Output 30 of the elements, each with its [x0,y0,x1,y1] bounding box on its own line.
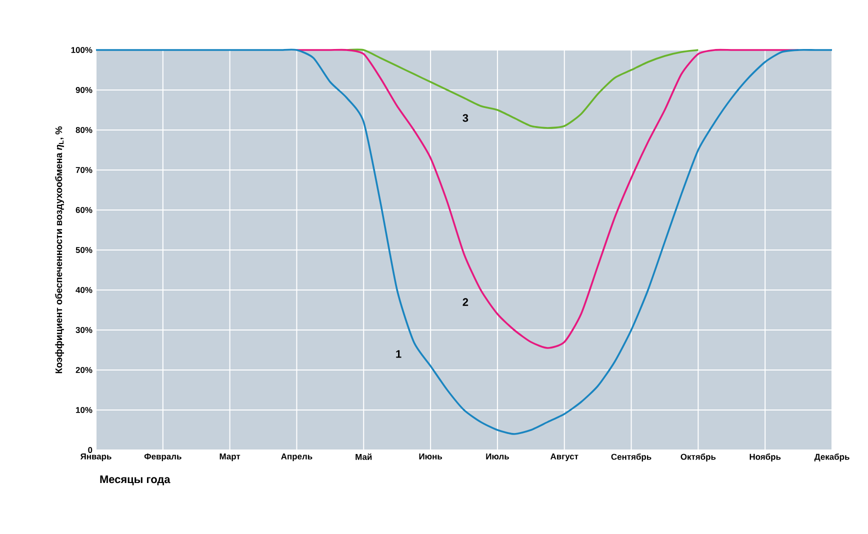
y-tick-label: 40% [76,287,92,293]
x-tick-label: Сентябрь [611,454,652,462]
line-series [346,48,700,129]
x-tick-label: Июль [486,454,509,460]
x-tick-label: Декабрь [814,454,850,462]
series-label: 3 [462,114,468,122]
x-tick-label: Июнь [419,454,442,460]
x-tick-label: Май [356,454,372,460]
line-series [95,48,833,435]
y-tick-label: 70% [76,167,92,173]
y-tick-label: 100% [71,47,92,53]
y-tick-label: 10% [76,407,92,413]
series-label: 1 [396,350,402,358]
y-tick-label: 30% [76,327,92,333]
y-tick-label: 0 [88,447,92,453]
x-tick-label: Март [220,454,240,462]
x-tick-label: Август [550,454,578,462]
x-tick-label: Октябрь [680,454,716,462]
series-label: 2 [462,298,468,306]
y-tick-label: 80% [76,127,92,133]
y-axis-title: Коэффициент обеспеченности воздухообмена η$_{L}$, % [55,126,64,374]
x-tick-label: Апрель [281,454,312,462]
y-tick-label: 50% [76,247,92,253]
y-tick-label: 20% [76,367,92,373]
y-tick-label: 60% [76,207,92,213]
y-tick-label: 90% [76,87,92,93]
x-axis-title: Месяцы года [100,476,170,486]
x-tick-label: Февраль [144,454,182,462]
x-tick-label: Январь [80,454,112,462]
x-tick-label: Ноябрь [750,454,781,462]
